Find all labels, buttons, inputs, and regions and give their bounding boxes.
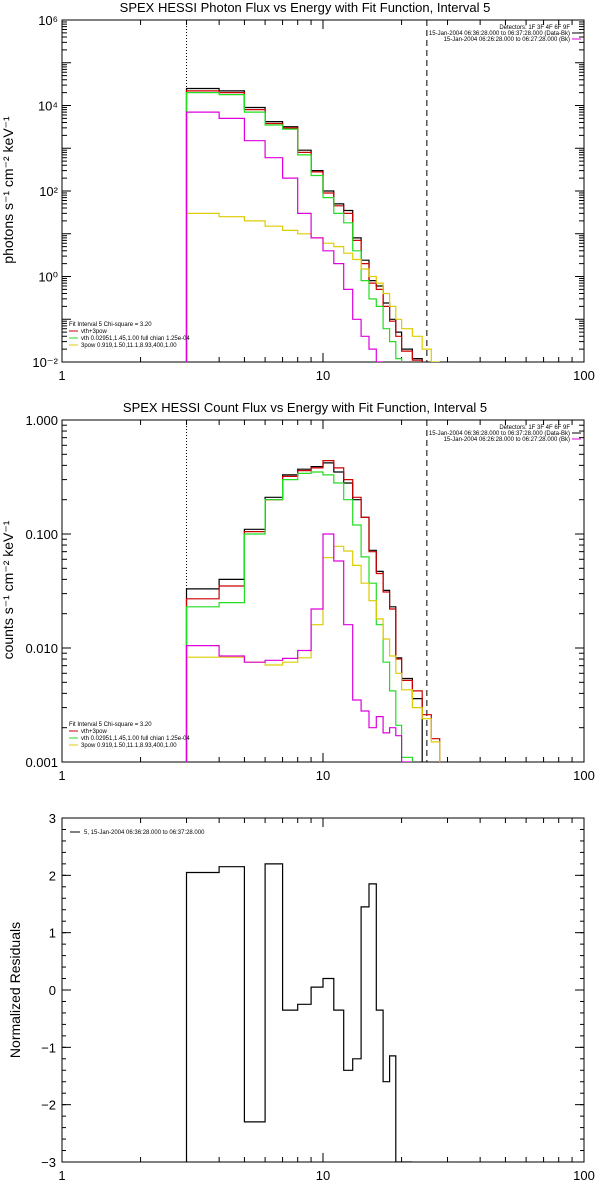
series-data-step-line — [185, 87, 423, 362]
y-tick-label: 10² — [39, 184, 58, 199]
count-flux-panel: SPEX HESSI Count Flux vs Energy with Fit… — [0, 400, 595, 783]
x-tick-label: 100 — [573, 368, 595, 383]
series-data-step-line — [185, 462, 423, 762]
count-flux-y-axis-label: counts s⁻¹ cm⁻² keV⁻¹ — [0, 520, 16, 659]
fit-legend-text: vth+3pow — [81, 329, 108, 335]
header-text-line: 15-Jan-2004 06:36:28.000 to 06:37:28.000… — [429, 431, 570, 437]
y-tick-label: −1 — [41, 1040, 56, 1055]
series-vth-3pow-step-line — [185, 90, 423, 362]
y-tick-label: 0.010 — [25, 641, 58, 656]
y-tick-label: 10⁻² — [32, 355, 58, 370]
photon-flux-title: SPEX HESSI Photon Flux vs Energy with Fi… — [120, 0, 491, 15]
series-bk-step-line — [185, 111, 384, 362]
plot-area — [185, 420, 441, 762]
series-3pow-step-line — [185, 212, 440, 362]
series-3pow-step-line — [185, 545, 441, 762]
header-text-line: 15-Jan-2004 06:26:28.000 to 06:27:28.000… — [444, 437, 570, 443]
x-tick-label: 100 — [573, 1168, 595, 1183]
series-bk-step-line — [185, 533, 413, 762]
y-tick-label: 1 — [49, 926, 56, 941]
fit-legend-text: 3pow 0.919,1.50,11.1,8.93,400,1.00 — [81, 743, 177, 749]
x-tick-label: 10 — [316, 368, 330, 383]
y-tick-label: 0 — [49, 983, 56, 998]
x-tick-label: 10 — [316, 768, 330, 783]
header-text-line: Detectors: 1F 3F 4F 6F 9F — [499, 25, 570, 31]
count-flux-title: SPEX HESSI Count Flux vs Energy with Fit… — [123, 400, 487, 415]
header-text-line: 15-Jan-2004 06:26:28.000 to 06:27:28.000… — [444, 37, 570, 43]
y-tick-label: 0.001 — [25, 755, 58, 770]
y-tick-label: −2 — [41, 1098, 56, 1113]
fit-legend-text: 3pow 0.919,1.50,11.1,8.93,400,1.00 — [81, 343, 177, 349]
residuals-panel: Normalized Residuals 1 10 100 −3 −2 −1 0 1 2 3 5,… — [7, 811, 595, 1183]
x-tick-label: 1 — [58, 368, 65, 383]
residuals-y-axis-label: Normalized Residuals — [7, 922, 23, 1058]
residuals-axes-frame — [61, 817, 585, 1163]
y-tick-label: 10⁰ — [38, 270, 58, 285]
plot-area — [185, 863, 413, 1162]
fit-info-text: Fit Interval 5 Chi-square = 3.20 — [69, 322, 152, 328]
x-tick-label: 1 — [58, 768, 65, 783]
fit-legend-text: vth+3pow — [81, 729, 108, 735]
y-tick-label: 1.000 — [25, 413, 58, 428]
y-tick-label: 10⁴ — [38, 99, 58, 114]
photon-flux-panel: SPEX HESSI Photon Flux vs Energy with Fi… — [0, 0, 595, 383]
y-tick-label: 2 — [49, 868, 56, 883]
series-5-15-jan-2004-06-36-28-000-to-06-37-28-000-step-line — [185, 863, 413, 1162]
header-text-line: 15-Jan-2004 06:36:28.000 to 06:37:28.000… — [429, 31, 570, 37]
series-vth-3pow-step-line — [185, 460, 441, 762]
series-vth-step-line — [185, 471, 413, 762]
residuals-legend-text: 5, 15-Jan-2004 06:36:28.000 to 06:37:28.… — [84, 830, 205, 836]
plot-area — [185, 20, 440, 362]
photon-flux-y-axis-label: photons s⁻¹ cm⁻² keV⁻¹ — [0, 116, 16, 264]
x-tick-label: 100 — [573, 768, 595, 783]
y-tick-label: 10⁶ — [38, 13, 58, 28]
x-tick-label: 1 — [58, 1168, 65, 1183]
fit-legend-text: vth 0.02951,1.45,1.00 full chian 1.25e-0… — [81, 336, 190, 342]
series-vth-step-line — [185, 92, 403, 362]
header-text-line: Detectors: 1F 3F 4F 6F 9F — [499, 425, 570, 431]
y-tick-label: −3 — [41, 1155, 56, 1170]
fit-info-text: Fit Interval 5 Chi-square = 3.20 — [69, 722, 152, 728]
x-tick-label: 10 — [316, 1168, 330, 1183]
y-tick-label: 0.100 — [25, 527, 58, 542]
fit-legend-text: vth 0.02951,1.45,1.00 full chian 1.25e-0… — [81, 736, 190, 742]
y-tick-label: 3 — [49, 811, 56, 826]
